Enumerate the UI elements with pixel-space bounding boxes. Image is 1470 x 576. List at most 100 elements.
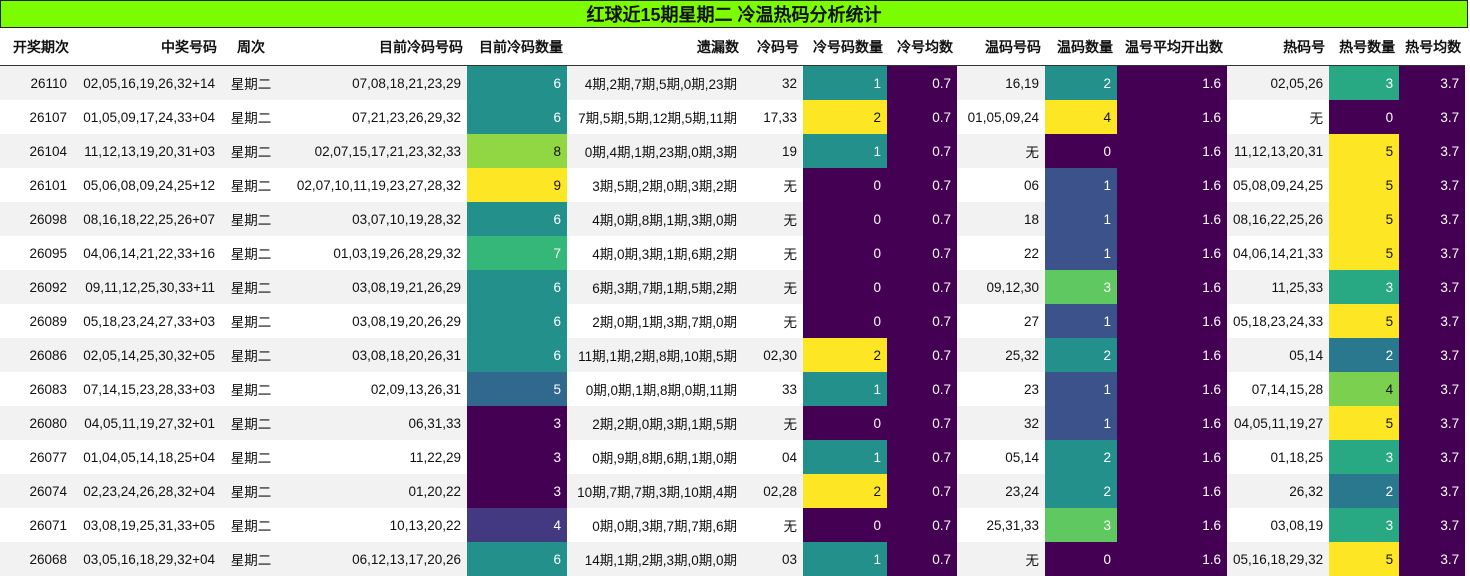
cell-cold-numbers: 02,07,10,11,19,23,27,28,32	[281, 168, 467, 202]
col-header-hot-avg: 热号均数	[1399, 29, 1466, 66]
cell-hot-code: 01,18,25	[1227, 440, 1330, 474]
cell-hot-count: 5	[1329, 134, 1400, 168]
cell-cold-count: 9	[467, 168, 567, 202]
cell-cold-avg: 0.7	[887, 542, 957, 576]
cell-hot-code: 05,16,18,29,32	[1227, 542, 1330, 576]
cell-warm-count: 2	[1045, 65, 1117, 100]
cell-warm-numbers: 18	[957, 202, 1045, 236]
cell-numbers: 08,16,18,22,25,26+07	[73, 202, 221, 236]
cell-numbers: 05,06,08,09,24,25+12	[73, 168, 221, 202]
col-header-issue: 开奖期次	[0, 29, 73, 66]
cell-issue: 26101	[0, 168, 73, 202]
col-header-hot-count: 热号数量	[1329, 29, 1400, 66]
cell-cold-avg: 0.7	[887, 406, 957, 440]
table-row: 26074 02,23,24,26,28,32+04 星期二 01,20,22 3 10期…	[0, 474, 1466, 508]
cell-warm-count: 1	[1045, 202, 1117, 236]
cell-weekday: 星期二	[221, 406, 281, 440]
cell-numbers: 04,05,11,19,27,32+01	[73, 406, 221, 440]
table-row: 26098 08,16,18,22,25,26+07 星期二 03,07,10,19,…	[0, 202, 1466, 236]
cell-hot-code: 26,32	[1227, 474, 1330, 508]
cell-cold-numbers: 11,22,29	[281, 440, 467, 474]
cell-cold-count: 6	[467, 338, 567, 372]
cell-hot-code: 04,05,11,19,27	[1227, 406, 1330, 440]
cell-cold-count: 6	[467, 65, 567, 100]
table-body: 26110 02,05,16,19,26,32+14 星期二 07,08,18,21,…	[0, 65, 1466, 576]
cell-hot-count: 2	[1329, 338, 1400, 372]
cell-warm-count: 3	[1045, 270, 1117, 304]
cell-cold-avg: 0.7	[887, 100, 957, 134]
cell-cold-code: 03	[743, 542, 803, 576]
cell-hot-code: 无	[1227, 100, 1330, 134]
cell-cold-avg: 0.7	[887, 134, 957, 168]
cell-warm-numbers: 25,32	[957, 338, 1045, 372]
cell-omission: 4期,2期,7期,5期,0期,23期	[567, 65, 743, 100]
cell-hot-count: 5	[1329, 304, 1400, 338]
cell-cold-code-count: 2	[803, 100, 887, 134]
cell-weekday: 星期二	[221, 168, 281, 202]
cell-issue: 26077	[0, 440, 73, 474]
cell-cold-count: 5	[467, 372, 567, 406]
cell-cold-code-count: 0	[803, 270, 887, 304]
cell-hot-code: 05,18,23,24,33	[1227, 304, 1330, 338]
cell-omission: 14期,1期,2期,3期,0期,0期	[567, 542, 743, 576]
cell-hot-avg: 3.7	[1399, 236, 1466, 270]
cell-warm-numbers: 23	[957, 372, 1045, 406]
col-header-weekday: 周次	[221, 29, 281, 66]
cell-issue: 26095	[0, 236, 73, 270]
cell-hot-count: 3	[1329, 270, 1400, 304]
cell-numbers: 04,06,14,21,22,33+16	[73, 236, 221, 270]
cell-warm-avg: 1.6	[1117, 236, 1227, 270]
cell-cold-count: 6	[467, 202, 567, 236]
cell-warm-numbers: 无	[957, 542, 1045, 576]
cell-hot-avg: 3.7	[1399, 406, 1466, 440]
cell-numbers: 03,05,16,18,29,32+04	[73, 542, 221, 576]
cell-cold-count: 3	[467, 406, 567, 440]
cell-warm-count: 1	[1045, 406, 1117, 440]
cell-numbers: 03,08,19,25,31,33+05	[73, 508, 221, 542]
table-row: 26068 03,05,16,18,29,32+04 星期二 06,12,13,17,…	[0, 542, 1466, 576]
cell-warm-count: 2	[1045, 440, 1117, 474]
cell-hot-count: 5	[1329, 202, 1400, 236]
cell-hot-avg: 3.7	[1399, 270, 1466, 304]
cell-cold-avg: 0.7	[887, 440, 957, 474]
cell-hot-count: 2	[1329, 474, 1400, 508]
cell-weekday: 星期二	[221, 134, 281, 168]
cell-cold-code-count: 0	[803, 236, 887, 270]
cell-cold-code: 无	[743, 236, 803, 270]
cell-weekday: 星期二	[221, 202, 281, 236]
cell-weekday: 星期二	[221, 508, 281, 542]
cell-issue: 26074	[0, 474, 73, 508]
cell-hot-count: 5	[1329, 542, 1400, 576]
cell-cold-numbers: 01,20,22	[281, 474, 467, 508]
cell-numbers: 07,14,15,23,28,33+03	[73, 372, 221, 406]
cell-cold-code: 无	[743, 508, 803, 542]
cell-cold-numbers: 03,08,19,20,26,29	[281, 304, 467, 338]
cell-warm-avg: 1.6	[1117, 134, 1227, 168]
cell-cold-code-count: 1	[803, 542, 887, 576]
cell-weekday: 星期二	[221, 372, 281, 406]
cell-hot-avg: 3.7	[1399, 372, 1466, 406]
cell-cold-avg: 0.7	[887, 338, 957, 372]
cell-omission: 4期,0期,8期,1期,3期,0期	[567, 202, 743, 236]
cell-weekday: 星期二	[221, 100, 281, 134]
cell-numbers: 02,05,16,19,26,32+14	[73, 65, 221, 100]
cell-weekday: 星期二	[221, 236, 281, 270]
cell-cold-numbers: 06,31,33	[281, 406, 467, 440]
cell-hot-avg: 3.7	[1399, 134, 1466, 168]
cell-cold-code: 无	[743, 406, 803, 440]
cell-warm-avg: 1.6	[1117, 270, 1227, 304]
cell-omission: 0期,9期,8期,6期,1期,0期	[567, 440, 743, 474]
cell-cold-avg: 0.7	[887, 202, 957, 236]
stats-table: 开奖期次 中奖号码 周次 目前冷码号码 目前冷码数量 遗漏数 冷码号 冷号码数量 冷号均数 温码号…	[0, 29, 1466, 576]
cell-warm-avg: 1.6	[1117, 304, 1227, 338]
cell-warm-avg: 1.6	[1117, 508, 1227, 542]
cell-cold-code-count: 0	[803, 168, 887, 202]
cell-numbers: 02,05,14,25,30,32+05	[73, 338, 221, 372]
cell-cold-code: 19	[743, 134, 803, 168]
cell-cold-count: 6	[467, 542, 567, 576]
cell-numbers: 11,12,13,19,20,31+03	[73, 134, 221, 168]
cell-cold-code-count: 1	[803, 65, 887, 100]
cell-warm-avg: 1.6	[1117, 474, 1227, 508]
table-row: 26077 01,04,05,14,18,25+04 星期二 11,22,29 3 0期,…	[0, 440, 1466, 474]
cell-omission: 0期,4期,1期,23期,0期,3期	[567, 134, 743, 168]
